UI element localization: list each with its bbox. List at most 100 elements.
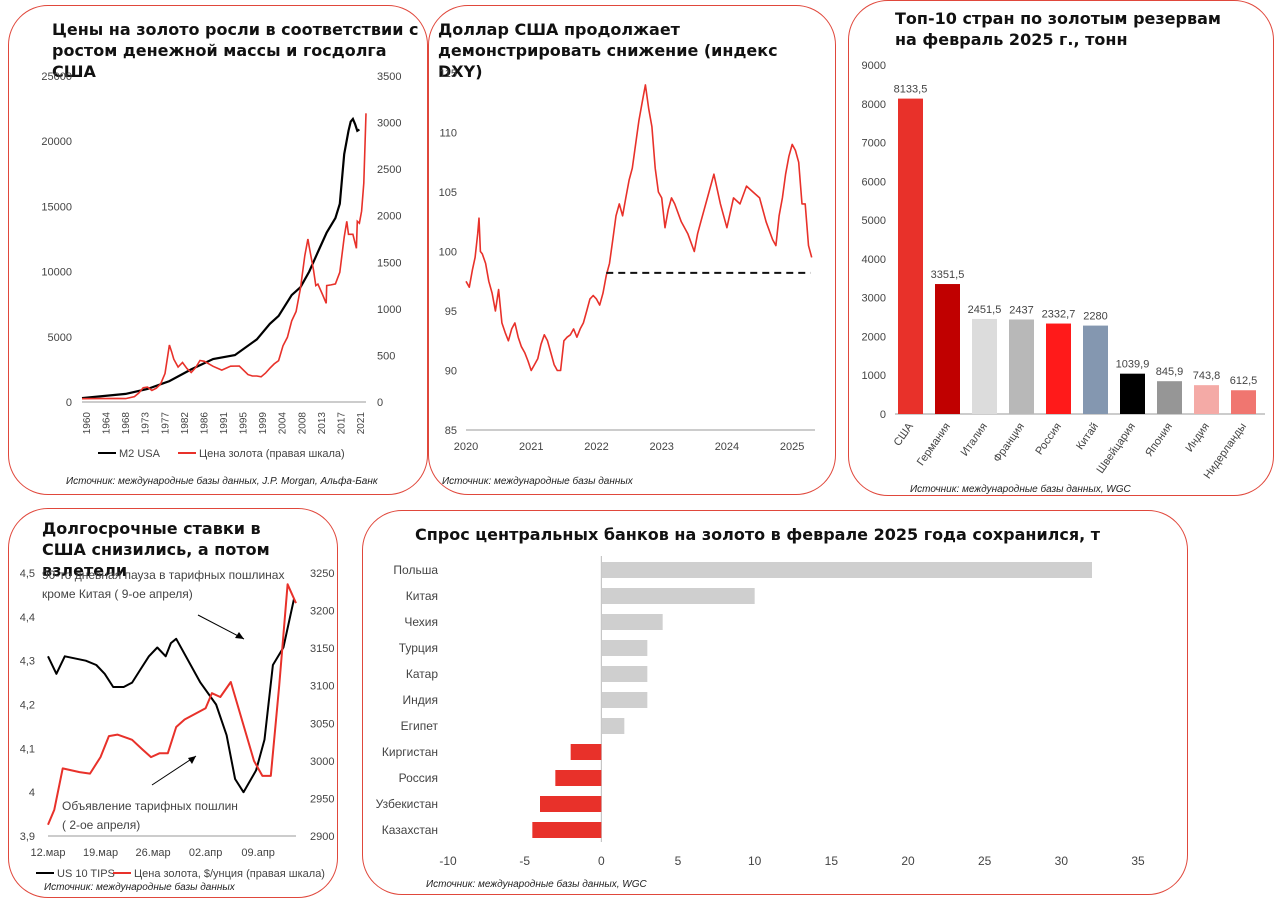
x-tick-label: 1986 bbox=[199, 412, 210, 435]
y-tick-label: 25000 bbox=[41, 71, 72, 83]
bar bbox=[570, 744, 602, 760]
y-tick-label: 105 bbox=[439, 187, 457, 199]
y2-tick-label: 500 bbox=[377, 350, 395, 362]
y-tick-label: 3000 bbox=[862, 293, 886, 305]
tips-source: Источник: международные базы данных bbox=[44, 882, 235, 893]
category-label: Киргистан bbox=[382, 745, 438, 759]
x-tick-label: 1982 bbox=[180, 412, 191, 435]
annotation-arrow-pause bbox=[197, 614, 245, 640]
x-tick-label: 1973 bbox=[141, 412, 152, 435]
y-tick-label: 110 bbox=[439, 128, 457, 140]
x-tick-label: 5 bbox=[675, 854, 682, 868]
x-tick-label: 10 bbox=[748, 854, 762, 868]
x-tick-label: 35 bbox=[1131, 854, 1145, 868]
x-tick-label: 2013 bbox=[317, 412, 328, 435]
y-tick-label: 1000 bbox=[862, 370, 886, 382]
bar bbox=[1046, 323, 1071, 414]
data-label: 612,5 bbox=[1230, 375, 1258, 387]
y2-tick-label: 2950 bbox=[310, 793, 334, 805]
bar bbox=[898, 98, 923, 414]
annotation-tariff-line2: ( 2-ое апреля) bbox=[62, 818, 140, 832]
tips-line bbox=[47, 599, 295, 794]
annotation-arrowhead-tariff bbox=[188, 756, 196, 764]
x-tick-label: 2004 bbox=[278, 412, 289, 435]
y2-tick-label: 2000 bbox=[377, 211, 401, 223]
x-tick-label: 12.мар bbox=[30, 847, 65, 859]
category-label: Катар bbox=[406, 667, 438, 681]
x-tick-label: 09.апр bbox=[241, 847, 274, 859]
data-label: 743,8 bbox=[1193, 370, 1221, 382]
x-tick-label: -5 bbox=[519, 854, 530, 868]
category-label: Чехия bbox=[404, 615, 438, 629]
category-label: Узбекистан bbox=[376, 797, 438, 811]
y2-tick-label: 0 bbox=[377, 397, 383, 409]
x-tick-label: 02.апр bbox=[189, 847, 222, 859]
annotation-arrowhead-pause bbox=[235, 632, 244, 639]
annotation-pause-line1: 90-то дневная пауза в тарифных пошлинах bbox=[42, 568, 284, 582]
legend-label-gold: Цена золота, $/унция (правая шкала) bbox=[134, 868, 325, 880]
y-tick-label: 4 bbox=[29, 787, 35, 799]
y-tick-label: 4,5 bbox=[20, 568, 35, 580]
y2-tick-label: 3500 bbox=[377, 71, 401, 83]
y-tick-label: 0 bbox=[66, 397, 72, 409]
y-tick-label: 4000 bbox=[862, 254, 886, 266]
data-label: 8133,5 bbox=[894, 84, 928, 96]
y2-tick-label: 3000 bbox=[310, 756, 334, 768]
y-tick-label: 100 bbox=[439, 247, 457, 259]
y-tick-label: 90 bbox=[445, 366, 457, 378]
gold-m2-source: Источник: международные базы данных, J.P… bbox=[66, 476, 378, 487]
category-label: Китая bbox=[406, 589, 438, 603]
bar bbox=[601, 640, 648, 656]
y-tick-label: 4,3 bbox=[20, 656, 35, 668]
y-tick-label: 15000 bbox=[41, 201, 72, 213]
x-tick-label: 1964 bbox=[102, 412, 113, 435]
reserves-source: Источник: международные базы данных, WGC bbox=[910, 484, 1131, 495]
reserves-title: Топ-10 стран по золотым резервам на февр… bbox=[895, 9, 1221, 49]
x-tick-label: 2020 bbox=[454, 441, 478, 453]
data-label: 1039,9 bbox=[1116, 359, 1150, 371]
bar bbox=[1120, 373, 1145, 414]
y2-tick-label: 3200 bbox=[310, 606, 334, 618]
x-tick-label: 1999 bbox=[258, 412, 269, 435]
category-label: Турция bbox=[399, 641, 438, 655]
annotation-arrow-tariff bbox=[151, 755, 197, 786]
x-tick-label: 0 bbox=[598, 854, 605, 868]
gold-price-line bbox=[47, 583, 297, 826]
x-tick-label: 2025 bbox=[780, 441, 804, 453]
x-tick-label: 1991 bbox=[219, 412, 230, 435]
y-tick-label: 8000 bbox=[862, 99, 886, 111]
x-tick-label: 30 bbox=[1055, 854, 1069, 868]
legend-label-m2: M2 USA bbox=[119, 448, 161, 460]
bar bbox=[532, 822, 602, 838]
x-tick-label: 1995 bbox=[239, 412, 250, 435]
legend-label-tips: US 10 TIPS bbox=[57, 868, 115, 880]
annotation-tariff-line1: Объявление тарифных пошлин bbox=[62, 799, 238, 813]
y2-tick-label: 1500 bbox=[377, 257, 401, 269]
category-label: Египет bbox=[401, 719, 439, 733]
bar bbox=[540, 796, 602, 812]
x-tick-label: 2008 bbox=[297, 412, 308, 435]
y2-tick-label: 3100 bbox=[310, 681, 334, 693]
x-tick-label: 20 bbox=[901, 854, 915, 868]
bar bbox=[601, 718, 625, 734]
x-tick-label: -10 bbox=[439, 854, 457, 868]
bar bbox=[601, 614, 663, 630]
category-label: Казахстан bbox=[382, 823, 438, 837]
y-tick-label: 10000 bbox=[41, 267, 72, 279]
bar bbox=[555, 770, 602, 786]
y-tick-label: 9000 bbox=[862, 60, 886, 72]
cb-demand-source: Источник: международные базы данных, WGC bbox=[426, 879, 647, 890]
y-tick-label: 85 bbox=[445, 425, 457, 437]
data-label: 2451,5 bbox=[968, 304, 1002, 316]
data-label: 2280 bbox=[1083, 311, 1107, 323]
y2-tick-label: 2500 bbox=[377, 164, 401, 176]
x-tick-label: 2022 bbox=[584, 441, 608, 453]
y2-tick-label: 2900 bbox=[310, 831, 334, 843]
bar bbox=[935, 284, 960, 414]
bar bbox=[601, 692, 648, 708]
legend-label-gold: Цена золота (правая шкала) bbox=[199, 448, 345, 460]
bar bbox=[1009, 319, 1034, 414]
